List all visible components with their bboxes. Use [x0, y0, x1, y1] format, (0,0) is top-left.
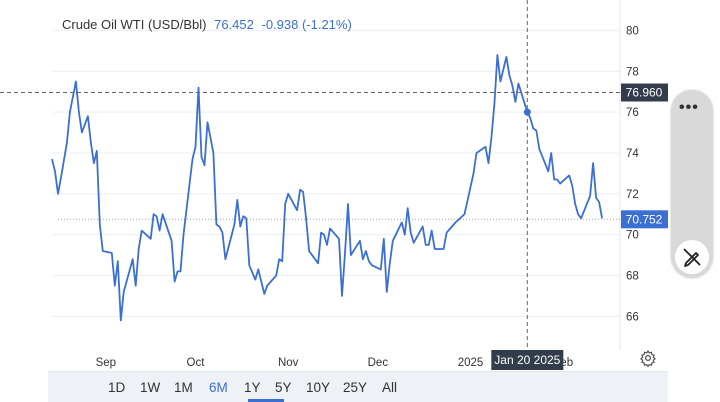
x-tick-label: 2025: [458, 357, 484, 369]
drawing-toggle-button[interactable]: [675, 240, 709, 274]
y-tick-label: 72: [626, 189, 639, 201]
range-1y-button[interactable]: 1Y: [244, 380, 261, 395]
range-10y-button[interactable]: 10Y: [306, 380, 331, 395]
instrument-name: Crude Oil WTI (USD/Bbl): [62, 17, 207, 32]
range-1d-button[interactable]: 1D: [108, 380, 126, 395]
x-tick-label: Oct: [187, 357, 206, 369]
current-price: 76.452: [214, 17, 254, 32]
y-tick-label: 78: [626, 66, 639, 78]
range-5y-button[interactable]: 5Y: [275, 380, 292, 395]
y-tick-label: 68: [626, 271, 639, 283]
crosshair-value-tag: [621, 83, 668, 102]
price-series-line[interactable]: [51, 54, 603, 322]
more-dots-icon: •••: [679, 99, 699, 116]
range-all-button[interactable]: All: [382, 380, 398, 395]
chart-title: Crude Oil WTI (USD/Bbl) 76.452 -0.938 (-…: [62, 17, 352, 32]
y-tick-label: 80: [626, 25, 639, 37]
side-toolbar: •••: [671, 90, 713, 278]
pen-off-icon: [683, 248, 701, 267]
price-change: -0.938 (-1.21%): [261, 17, 352, 32]
crosshair-value-text: 76.960: [626, 86, 663, 100]
range-6m-button[interactable]: 6M: [209, 380, 228, 395]
range-25y-button[interactable]: 25Y: [343, 380, 368, 395]
x-tick-label: Nov: [278, 357, 299, 369]
y-tick-label: 76: [626, 107, 639, 119]
y-tick-label: 74: [626, 148, 639, 160]
range-1m-button[interactable]: 1M: [174, 380, 193, 395]
last-value-tag: [621, 210, 668, 229]
x-tick-label: Sep: [96, 357, 116, 369]
crosshair-date-tag: [491, 350, 564, 370]
y-tick-label: 66: [626, 311, 639, 323]
crosshair-point: [523, 108, 531, 116]
x-tick-label: Dec: [368, 357, 389, 369]
settings-gear-icon[interactable]: [639, 349, 657, 367]
crosshair-date-text: Jan 20 2025: [494, 353, 560, 367]
more-options-button[interactable]: •••: [671, 90, 713, 130]
y-tick-label: 70: [626, 230, 639, 242]
last-value-text: 70.752: [626, 212, 663, 226]
range-selector: 1D 1W 1M 6M 1Y 5Y 10Y 25Y All: [48, 371, 668, 402]
range-1w-button[interactable]: 1W: [140, 380, 161, 395]
